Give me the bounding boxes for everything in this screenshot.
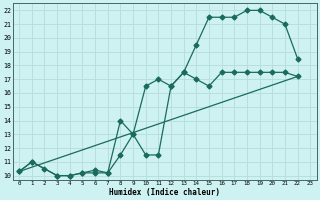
X-axis label: Humidex (Indice chaleur): Humidex (Indice chaleur) xyxy=(109,188,220,197)
